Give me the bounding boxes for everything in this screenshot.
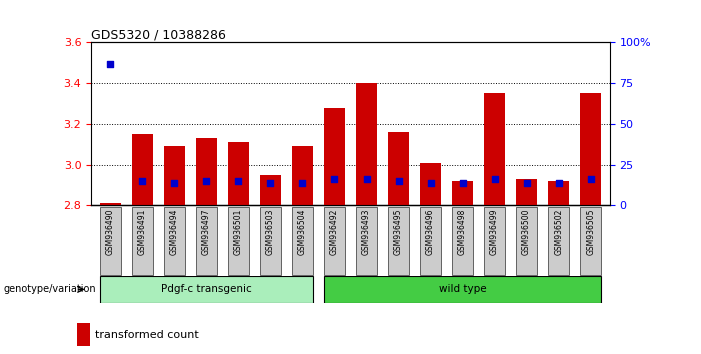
FancyBboxPatch shape <box>164 207 185 275</box>
Point <box>457 180 468 185</box>
Text: Pdgf-c transgenic: Pdgf-c transgenic <box>161 284 252 295</box>
Bar <box>580 93 601 205</box>
FancyBboxPatch shape <box>484 207 505 275</box>
Bar <box>356 83 377 205</box>
FancyBboxPatch shape <box>516 207 537 275</box>
Bar <box>77 323 90 346</box>
Point <box>233 178 244 184</box>
Bar <box>484 93 505 205</box>
FancyBboxPatch shape <box>580 207 601 275</box>
Text: GSM936494: GSM936494 <box>170 208 179 255</box>
Bar <box>100 203 121 205</box>
FancyBboxPatch shape <box>452 207 473 275</box>
FancyBboxPatch shape <box>324 276 601 303</box>
Text: GDS5320 / 10388286: GDS5320 / 10388286 <box>91 28 226 41</box>
FancyBboxPatch shape <box>100 207 121 275</box>
Text: GSM936505: GSM936505 <box>586 208 595 255</box>
Bar <box>516 179 537 205</box>
Point <box>265 180 276 185</box>
FancyBboxPatch shape <box>260 207 281 275</box>
Text: GSM936502: GSM936502 <box>554 208 563 255</box>
Point <box>393 178 404 184</box>
FancyBboxPatch shape <box>100 276 313 303</box>
Point <box>297 180 308 185</box>
Text: GSM936504: GSM936504 <box>298 208 307 255</box>
Bar <box>388 132 409 205</box>
Bar <box>548 181 569 205</box>
Text: GSM936500: GSM936500 <box>522 208 531 255</box>
Text: GSM936497: GSM936497 <box>202 208 211 255</box>
Text: GSM936495: GSM936495 <box>394 208 403 255</box>
Bar <box>132 134 153 205</box>
Point <box>329 176 340 182</box>
Text: GSM936496: GSM936496 <box>426 208 435 255</box>
Bar <box>420 162 441 205</box>
Point <box>200 178 212 184</box>
Point <box>521 180 532 185</box>
FancyBboxPatch shape <box>548 207 569 275</box>
Bar <box>228 142 249 205</box>
FancyBboxPatch shape <box>196 207 217 275</box>
FancyBboxPatch shape <box>356 207 377 275</box>
Text: GSM936491: GSM936491 <box>138 208 147 255</box>
Text: genotype/variation: genotype/variation <box>4 284 96 295</box>
Bar <box>292 146 313 205</box>
FancyBboxPatch shape <box>132 207 153 275</box>
Point <box>137 178 148 184</box>
Text: GSM936499: GSM936499 <box>490 208 499 255</box>
Text: GSM936503: GSM936503 <box>266 208 275 255</box>
Text: GSM936490: GSM936490 <box>106 208 115 255</box>
FancyBboxPatch shape <box>228 207 249 275</box>
Text: transformed count: transformed count <box>95 330 199 340</box>
Point <box>585 176 597 182</box>
FancyBboxPatch shape <box>420 207 441 275</box>
FancyBboxPatch shape <box>388 207 409 275</box>
Point <box>553 180 564 185</box>
Point <box>489 176 501 182</box>
Text: wild type: wild type <box>439 284 486 295</box>
Bar <box>164 146 185 205</box>
Text: GSM936498: GSM936498 <box>458 208 467 255</box>
Bar <box>452 181 473 205</box>
Bar <box>196 138 217 205</box>
Point <box>104 61 116 67</box>
Text: GSM936492: GSM936492 <box>330 208 339 255</box>
Bar <box>260 175 281 205</box>
Point <box>361 176 372 182</box>
Text: GSM936501: GSM936501 <box>234 208 243 255</box>
FancyBboxPatch shape <box>292 207 313 275</box>
Bar <box>324 108 345 205</box>
FancyBboxPatch shape <box>324 207 345 275</box>
Point <box>425 180 436 185</box>
Text: GSM936493: GSM936493 <box>362 208 371 255</box>
Point <box>169 180 180 185</box>
